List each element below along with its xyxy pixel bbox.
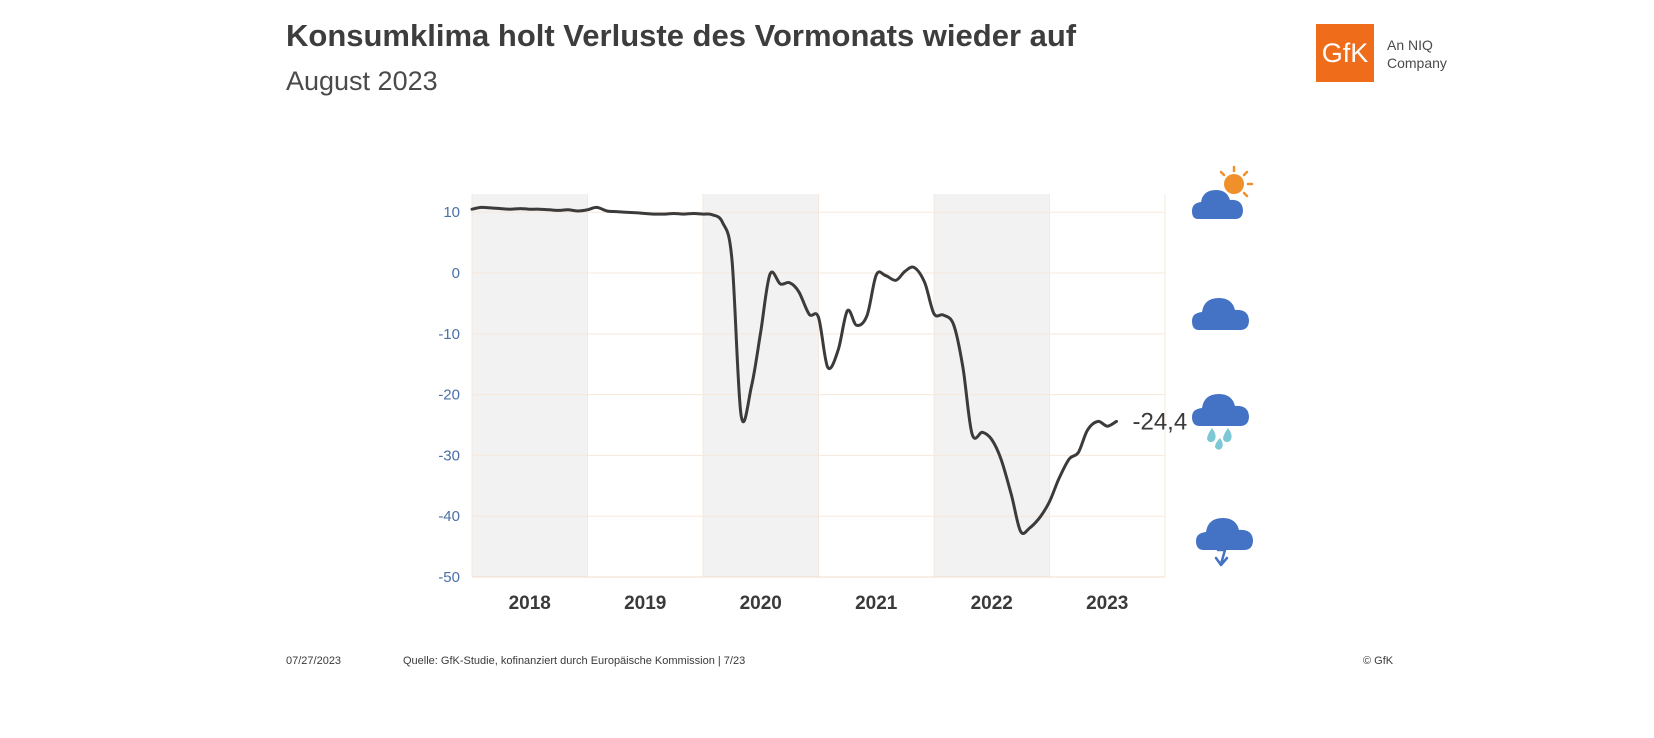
year-shading bbox=[472, 194, 1050, 577]
logo-tagline-line2: Company bbox=[1387, 55, 1447, 71]
footer-date: 07/27/2023 bbox=[286, 655, 342, 667]
shaded-year-2020 bbox=[703, 194, 819, 577]
y-tick-label: -30 bbox=[438, 447, 460, 464]
logo-tagline-line1: An NIQ bbox=[1387, 37, 1433, 53]
x-tick-label: 2021 bbox=[855, 593, 898, 614]
sun-cloud-icon bbox=[1192, 165, 1254, 219]
x-tick-label: 2019 bbox=[624, 593, 666, 614]
thunderstorm-cloud-icon bbox=[1196, 518, 1253, 567]
x-axis-ticks: 2018 2019 2020 2021 2022 2023 bbox=[509, 593, 1129, 614]
rain-cloud-icon bbox=[1192, 394, 1249, 450]
gridlines bbox=[471, 194, 1166, 578]
y-axis-ticks: 10 0 -10 -20 -30 -40 -50 bbox=[438, 204, 460, 586]
chart-title: Konsumklima holt Verluste des Vormonats … bbox=[286, 18, 1077, 53]
shaded-year-2022 bbox=[934, 194, 1050, 577]
cloud-icon bbox=[1192, 298, 1249, 330]
consumer-climate-line bbox=[470, 205, 1118, 535]
footer-copyright: © GfK bbox=[1363, 655, 1394, 667]
logo-tagline: An NIQ Company bbox=[1387, 36, 1447, 72]
footer-source: Quelle: GfK-Studie, kofinanziert durch E… bbox=[403, 655, 746, 667]
x-tick-label: 2022 bbox=[971, 593, 1013, 614]
gfk-logo: GfK bbox=[1316, 24, 1374, 82]
y-tick-label: -20 bbox=[438, 387, 460, 404]
x-tick-label: 2020 bbox=[740, 593, 782, 614]
shaded-year-2018 bbox=[472, 194, 588, 577]
last-value-label: -24,4 bbox=[1132, 408, 1187, 435]
y-tick-label: 10 bbox=[443, 204, 460, 221]
chart-subtitle: August 2023 bbox=[286, 66, 438, 96]
y-tick-label: -50 bbox=[438, 569, 460, 586]
y-tick-label: -10 bbox=[438, 326, 460, 343]
x-tick-label: 2018 bbox=[509, 593, 551, 614]
x-tick-label: 2023 bbox=[1086, 593, 1128, 614]
y-tick-label: -40 bbox=[438, 508, 460, 525]
y-tick-label: 0 bbox=[452, 265, 460, 282]
